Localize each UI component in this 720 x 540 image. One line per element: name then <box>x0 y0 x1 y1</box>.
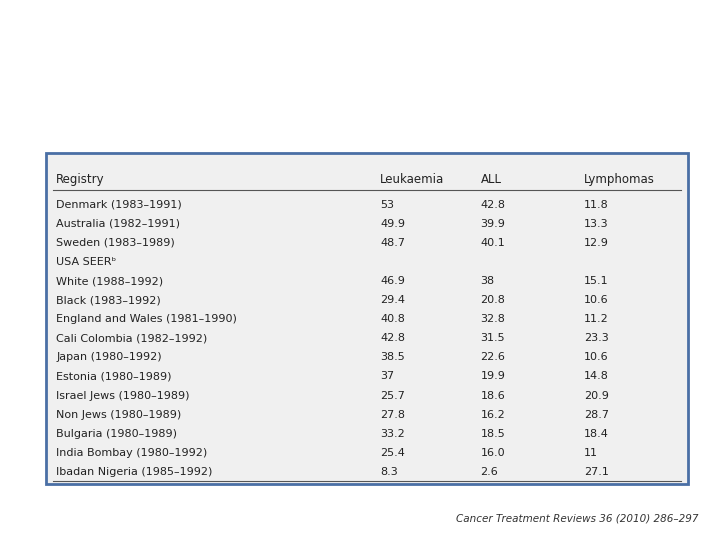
Text: 46.9: 46.9 <box>380 276 405 286</box>
Text: Non Jews (1980–1989): Non Jews (1980–1989) <box>56 410 181 420</box>
Text: Registry: Registry <box>56 173 105 186</box>
Text: 40.1: 40.1 <box>481 238 505 248</box>
Text: Incidence of childhood leukaemia – international
comparisonsa (age standardised : Incidence of childhood leukaemia – inter… <box>62 37 658 82</box>
Text: 42.8: 42.8 <box>380 333 405 343</box>
Text: 48.7: 48.7 <box>380 238 405 248</box>
Text: 20.9: 20.9 <box>585 390 609 401</box>
Text: Estonia (1980–1989): Estonia (1980–1989) <box>56 372 171 381</box>
Text: 38.5: 38.5 <box>380 353 405 362</box>
Text: ALL: ALL <box>481 173 502 186</box>
Text: 19.9: 19.9 <box>481 372 505 381</box>
Text: 10.6: 10.6 <box>585 353 609 362</box>
Text: 13.3: 13.3 <box>585 219 609 229</box>
Text: 15.1: 15.1 <box>585 276 609 286</box>
Text: 18.5: 18.5 <box>481 429 505 438</box>
Text: 33.2: 33.2 <box>380 429 405 438</box>
Text: 23.3: 23.3 <box>585 333 609 343</box>
Text: 37: 37 <box>380 372 395 381</box>
Text: 31.5: 31.5 <box>481 333 505 343</box>
Text: USA SEERᵇ: USA SEERᵇ <box>56 257 117 267</box>
Text: 38: 38 <box>481 276 495 286</box>
Text: 18.6: 18.6 <box>481 390 505 401</box>
Text: 11: 11 <box>585 448 598 458</box>
Text: 8.3: 8.3 <box>380 467 398 477</box>
Text: 25.4: 25.4 <box>380 448 405 458</box>
Text: Black (1983–1992): Black (1983–1992) <box>56 295 161 305</box>
Text: 27.8: 27.8 <box>380 410 405 420</box>
Text: Lymphomas: Lymphomas <box>585 173 655 186</box>
Text: 32.8: 32.8 <box>481 314 505 324</box>
Text: 49.9: 49.9 <box>380 219 405 229</box>
Text: 11.8: 11.8 <box>585 200 609 210</box>
Text: 11.2: 11.2 <box>585 314 609 324</box>
Text: Sweden (1983–1989): Sweden (1983–1989) <box>56 238 175 248</box>
Text: 28.7: 28.7 <box>585 410 609 420</box>
Text: Leukaemia: Leukaemia <box>380 173 444 186</box>
Text: Australia (1982–1991): Australia (1982–1991) <box>56 219 180 229</box>
Text: 27.1: 27.1 <box>585 467 609 477</box>
Text: Denmark (1983–1991): Denmark (1983–1991) <box>56 200 182 210</box>
Text: 10.6: 10.6 <box>585 295 609 305</box>
Text: Cali Colombia (1982–1992): Cali Colombia (1982–1992) <box>56 333 207 343</box>
Text: Bulgaria (1980–1989): Bulgaria (1980–1989) <box>56 429 177 438</box>
Text: 18.4: 18.4 <box>585 429 609 438</box>
Text: 16.2: 16.2 <box>481 410 505 420</box>
Text: 29.4: 29.4 <box>380 295 405 305</box>
Text: 14.8: 14.8 <box>585 372 609 381</box>
Text: 39.9: 39.9 <box>481 219 505 229</box>
Text: India Bombay (1980–1992): India Bombay (1980–1992) <box>56 448 207 458</box>
Text: 22.6: 22.6 <box>481 353 505 362</box>
Text: Israel Jews (1980–1989): Israel Jews (1980–1989) <box>56 390 189 401</box>
FancyBboxPatch shape <box>46 153 688 484</box>
Text: 12.9: 12.9 <box>585 238 609 248</box>
Text: Japan (1980–1992): Japan (1980–1992) <box>56 353 162 362</box>
Text: 20.8: 20.8 <box>481 295 505 305</box>
Text: 25.7: 25.7 <box>380 390 405 401</box>
Text: 40.8: 40.8 <box>380 314 405 324</box>
Text: England and Wales (1981–1990): England and Wales (1981–1990) <box>56 314 237 324</box>
Text: 42.8: 42.8 <box>481 200 505 210</box>
Text: 16.0: 16.0 <box>481 448 505 458</box>
Text: Cancer Treatment Reviews 36 (2010) 286–297: Cancer Treatment Reviews 36 (2010) 286–2… <box>456 514 698 524</box>
Text: 2.6: 2.6 <box>481 467 498 477</box>
Text: White (1988–1992): White (1988–1992) <box>56 276 163 286</box>
Text: Ibadan Nigeria (1985–1992): Ibadan Nigeria (1985–1992) <box>56 467 212 477</box>
Text: 53: 53 <box>380 200 394 210</box>
